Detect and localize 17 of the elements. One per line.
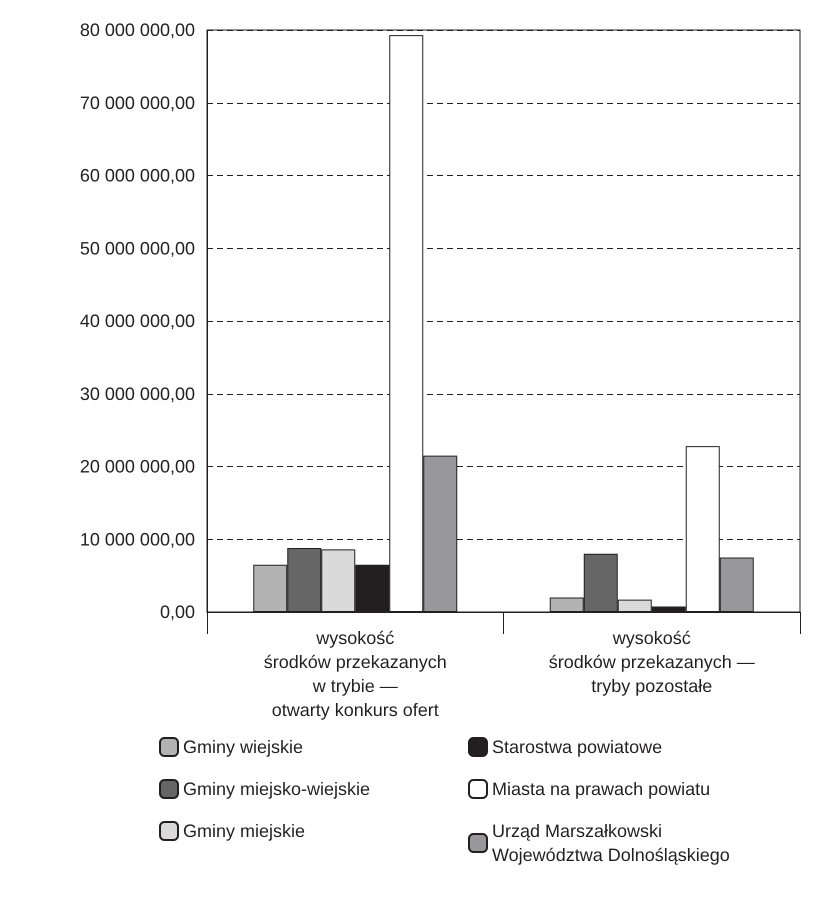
legend-label: Gminy wiejskie [183, 737, 304, 757]
y-tick-label: 60 000 000,00 [80, 166, 195, 186]
y-tick-label: 20 000 000,00 [80, 456, 195, 476]
y-tick-label: 70 000 000,00 [80, 92, 195, 113]
legend-label: Gminy miejskie [183, 821, 306, 841]
y-tick-label: 30 000 000,00 [80, 384, 195, 404]
y-tick-label: 50 000 000,00 [80, 238, 195, 258]
legend-label: Starostwa powiatowe [492, 737, 662, 757]
x-tick-label: wysokość środków przekazanych — tryby pozostałe [548, 628, 755, 696]
y-tick-label: 80 000 000,00 [80, 20, 195, 40]
y-tick-label: 40 000 000,00 [80, 311, 195, 331]
legend-label: Miasta na prawach powiatu [492, 779, 710, 799]
y-tick-label: 10 000 000,00 [80, 529, 195, 550]
legend-label: Gminy miejsko-wiejskie [183, 779, 370, 799]
x-tick-label: wysokość środków przekazanych w trybie — otwarty konkurs ofert [264, 628, 447, 720]
legend-label: Urząd Marszałkowski Województwa Dolnośląskiego [492, 821, 730, 865]
y-tick-label: 0,00 [160, 602, 195, 622]
